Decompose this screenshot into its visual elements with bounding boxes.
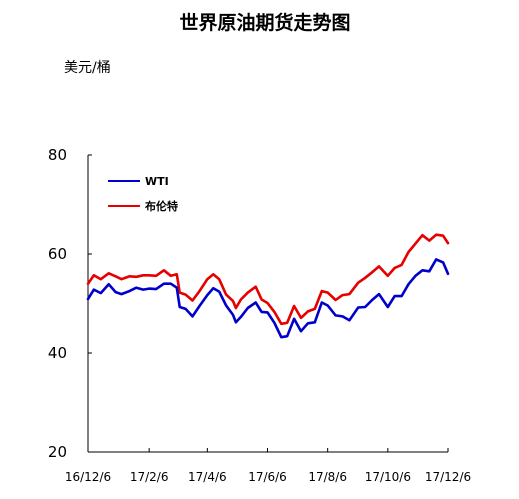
legend: WTI 布伦特 bbox=[108, 175, 178, 213]
x-tick-label: 17/6/6 bbox=[248, 470, 287, 484]
x-tick-label: 16/12/6 bbox=[65, 470, 111, 484]
y-tick-label: 20 bbox=[48, 443, 67, 461]
legend-label: 布伦特 bbox=[145, 199, 178, 213]
x-tick-label: 17/2/6 bbox=[130, 470, 169, 484]
x-tick-label: 17/8/6 bbox=[308, 470, 347, 484]
x-tick-label: 17/4/6 bbox=[188, 470, 227, 484]
y-tick-label: 80 bbox=[48, 146, 67, 164]
series-line bbox=[86, 233, 450, 326]
axes: 20 40 60 80 16/12/6 17/2/6 17/4/6 17/6/6 17/8/6 1… bbox=[48, 146, 471, 484]
series-layer bbox=[86, 233, 450, 339]
y-axis-unit-label: 美元/桶 bbox=[64, 60, 111, 76]
y-tick-label: 60 bbox=[48, 245, 67, 263]
legend-label: WTI bbox=[145, 175, 169, 188]
x-tick-label: 17/12/6 bbox=[425, 470, 471, 484]
x-tick-label: 17/10/6 bbox=[365, 470, 411, 484]
y-tick-label: 40 bbox=[48, 344, 67, 362]
chart-title: 世界原油期货走势图 bbox=[179, 11, 350, 34]
series-line bbox=[86, 258, 450, 339]
